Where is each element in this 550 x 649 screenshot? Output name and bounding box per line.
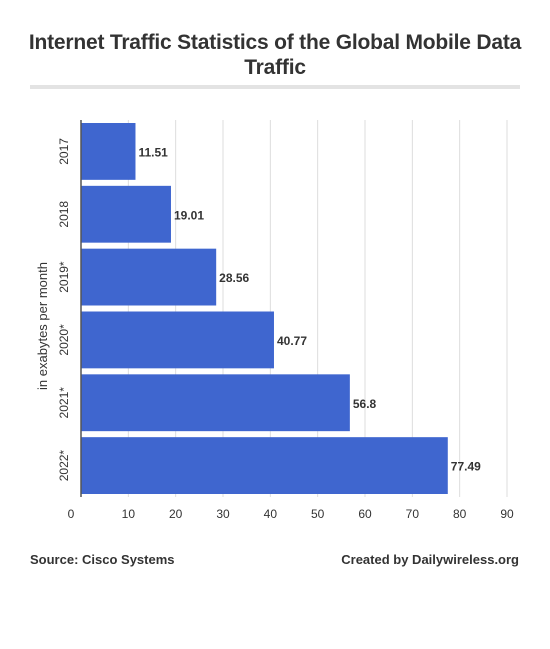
category-label: 2022* — [57, 450, 71, 482]
category-label: 2020* — [57, 324, 71, 356]
x-tick-label: 0 — [68, 507, 75, 521]
category-label: 2019* — [57, 261, 71, 293]
category-labels: 2017 2018 2019* 2020* 2021* 2022* — [57, 138, 71, 482]
title-divider — [30, 85, 520, 89]
category-label: 2017 — [57, 138, 71, 165]
category-label: 2018 — [57, 201, 71, 228]
x-tick-label: 90 — [500, 507, 514, 521]
x-tick-labels: 0 10 20 30 40 50 60 70 80 90 — [68, 507, 514, 521]
data-labels: 11.51 19.01 28.56 40.77 56.8 77.49 — [138, 145, 481, 473]
y-axis-title: in exabytes per month — [35, 262, 50, 390]
chart-title: Internet Traffic Statistics of the Globa… — [28, 31, 522, 79]
bar-2022-proj — [81, 437, 448, 494]
data-label: 40.77 — [277, 334, 307, 348]
bar-2021-proj — [81, 374, 350, 432]
x-tick-label: 40 — [264, 507, 278, 521]
grid-lines — [127, 120, 508, 497]
bars — [81, 123, 448, 494]
bar-2017 — [81, 123, 136, 180]
data-label: 28.56 — [219, 271, 249, 285]
bar-2018 — [81, 185, 171, 243]
x-tick-label: 30 — [216, 507, 230, 521]
credit-text: Created by Dailywireless.org — [341, 552, 519, 567]
data-label: 77.49 — [451, 460, 481, 474]
x-tick-label: 80 — [453, 507, 467, 521]
bar-2019-proj — [81, 248, 217, 306]
source-text: Source: Cisco Systems — [30, 552, 175, 567]
x-tick-label: 10 — [122, 507, 136, 521]
bar-2020-proj — [81, 311, 274, 369]
data-label: 56.8 — [353, 397, 377, 411]
data-label: 19.01 — [174, 208, 204, 222]
category-label: 2021* — [57, 387, 71, 419]
data-label: 11.51 — [138, 145, 168, 159]
x-tick-label: 60 — [358, 507, 372, 521]
x-tick-label: 70 — [406, 507, 420, 521]
x-tick-label: 20 — [169, 507, 183, 521]
x-tick-label: 50 — [311, 507, 325, 521]
